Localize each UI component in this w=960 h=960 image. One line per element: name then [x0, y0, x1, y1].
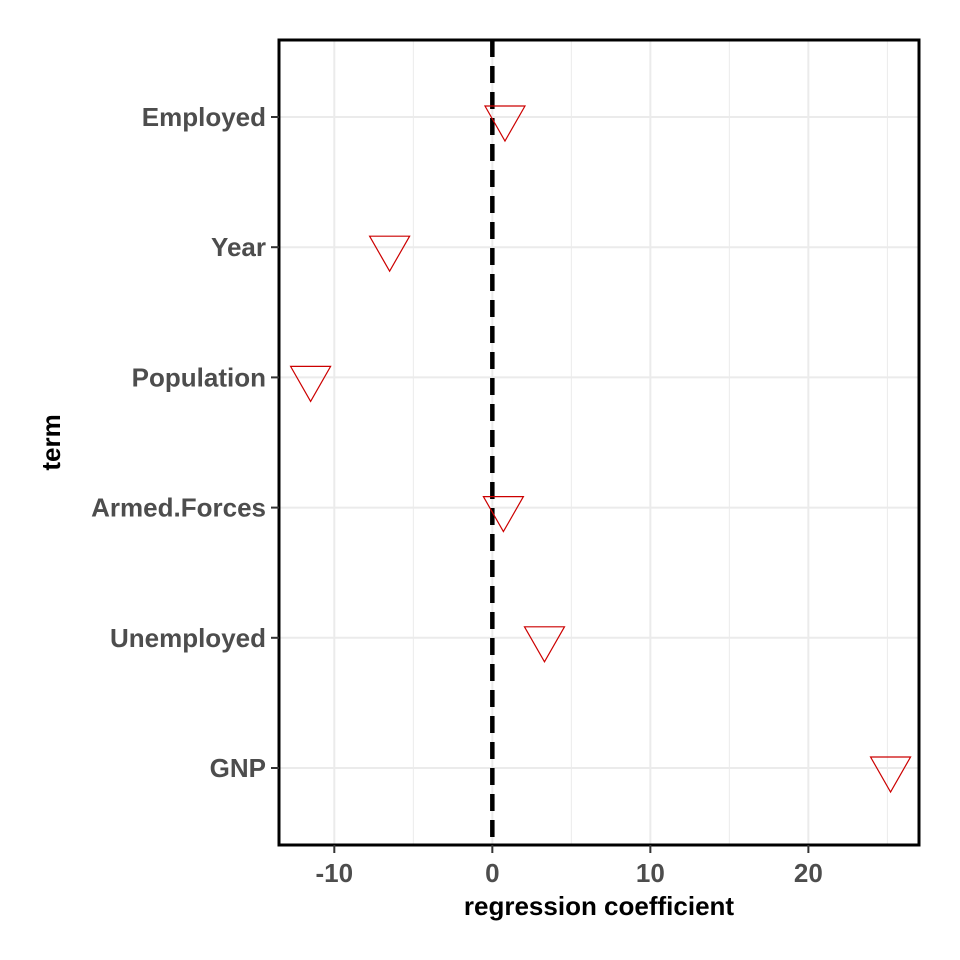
x-tick-label: 10	[636, 858, 665, 888]
x-tick-label: 0	[485, 858, 499, 888]
grid-major	[279, 40, 919, 845]
point-population	[289, 365, 332, 403]
y-tick-label: Population	[132, 362, 266, 392]
point-unemployed	[523, 626, 566, 664]
x-tick-label: 20	[794, 858, 823, 888]
point-year	[368, 235, 411, 273]
x-axis-title: regression coefficient	[464, 891, 735, 921]
panel-border	[277, 38, 921, 847]
y-axis-title: term	[36, 414, 66, 470]
y-tick-label: GNP	[210, 753, 266, 783]
x-axis: -10 0 10 20	[316, 845, 823, 888]
data-points	[289, 105, 912, 794]
y-axis: Employed Year Population Armed.Forces Unempl…	[91, 102, 279, 783]
grid-minor	[412, 40, 888, 845]
point-employed	[483, 105, 527, 143]
y-tick-label: Employed	[142, 102, 266, 132]
y-tick-label: Unemployed	[110, 623, 266, 653]
y-tick-label: Year	[211, 232, 266, 262]
x-tick-label: -10	[316, 858, 354, 888]
point-gnp	[869, 756, 912, 794]
y-tick-label: Armed.Forces	[91, 493, 266, 523]
point-armed-forces	[482, 496, 525, 533]
